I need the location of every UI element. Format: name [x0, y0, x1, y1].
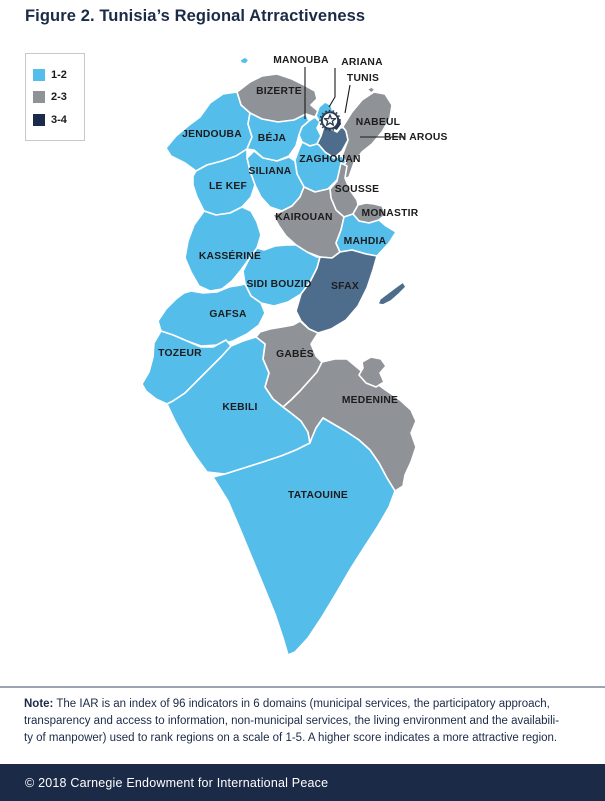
note-separator [0, 686, 605, 688]
leader-line-tunis [344, 84, 351, 114]
label-kasserine: KASSÉRINE [199, 249, 261, 262]
legend-item-2-3: 2-3 [33, 91, 84, 103]
label-tunis: TUNIS [347, 73, 379, 84]
label-manouba: MANOUBA [273, 55, 329, 66]
region-sfax [295, 249, 378, 334]
legend-item-3-4: 3-4 [33, 113, 84, 126]
region-gafsa [157, 283, 266, 347]
label-zaghouan: ZAGHOUAN [299, 154, 361, 165]
legend-swatch-3-4 [33, 113, 45, 126]
label-beja: BÉJA [258, 131, 287, 144]
leader-line-ariana [328, 68, 336, 108]
note-line-3: ty of manpower) used to rank regions on … [24, 732, 558, 744]
footer-bar: © 2018 Carnegie Endowment for Internatio… [0, 764, 605, 801]
region-nabeul [340, 91, 393, 180]
label-mahdia: MAHDIA [344, 236, 387, 247]
label-sidi-bouzid: SIDI BOUZID [246, 279, 311, 290]
label-kebili: KEBILI [222, 402, 257, 413]
region-kasserine [184, 206, 262, 292]
label-ben-arous: BEN AROUS [384, 132, 448, 143]
label-gafsa: GAFSA [209, 309, 247, 320]
note-label: Note: [24, 698, 54, 710]
capital-star-icon [319, 109, 341, 132]
island-zembra [366, 86, 376, 94]
label-gabes: GABÈS [276, 347, 314, 360]
label-sousse: SOUSSE [335, 184, 379, 195]
label-siliana: SILIANA [249, 166, 292, 177]
legend-swatch-1-2 [33, 68, 45, 81]
legend-label: 3-4 [51, 113, 67, 126]
island-djerba [358, 356, 387, 388]
figure-note: Note: The IAR is an index of 96 indicato… [24, 696, 590, 747]
label-ariana: ARIANA [341, 57, 383, 68]
region-tataouine [212, 417, 396, 656]
figure-title: Figure 2. Tunisia’s Regional Atrractiven… [25, 7, 366, 25]
legend-item-1-2: 1-2 [33, 68, 84, 81]
label-medenine: MEDENINE [342, 395, 398, 406]
note-line-1: Note: The IAR is an index of 96 indicato… [24, 698, 550, 710]
label-le-kef: LE KEF [209, 181, 247, 192]
label-nabeul: NABEUL [356, 117, 400, 128]
label-bizerte: BIZERTE [256, 86, 302, 97]
island-galite [239, 56, 250, 65]
map-legend: 1-2 2-3 3-4 [25, 53, 85, 141]
legend-label: 1-2 [51, 68, 67, 81]
label-kairouan: KAIROUAN [275, 212, 333, 223]
label-monastir: MONASTIR [362, 208, 419, 219]
region-le-kef [192, 148, 256, 216]
region-mahdia [335, 213, 397, 257]
legend-label: 2-3 [51, 91, 67, 103]
label-tataouine: TATAOUINE [288, 490, 348, 501]
region-beja [246, 112, 310, 162]
copyright-text: © 2018 Carnegie Endowment for Internatio… [25, 775, 329, 790]
note-line-2: transparency and access to information, … [24, 715, 560, 727]
label-tozeur: TOZEUR [158, 348, 202, 359]
legend-swatch-2-3 [33, 91, 45, 103]
island-kerkennah [377, 281, 407, 306]
label-sfax: SFAX [331, 281, 359, 292]
label-jendouba: JENDOUBA [182, 129, 242, 140]
